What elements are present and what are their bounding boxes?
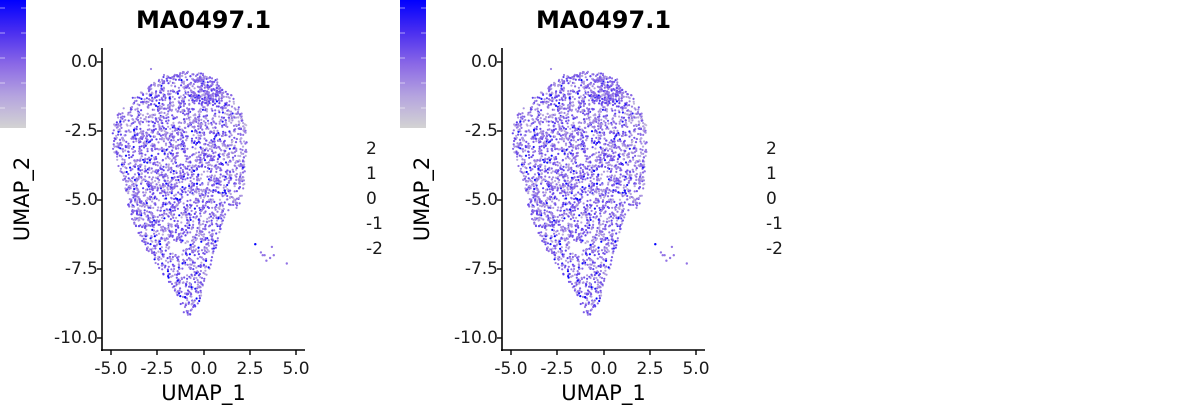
scatter-points: [511, 67, 688, 316]
y-axis-ticks: [497, 61, 502, 339]
x-tick-label: -5.0: [494, 359, 528, 379]
y-tick-label: -2.5: [464, 121, 498, 141]
colorbar-tick-label: 1: [766, 164, 777, 184]
x-tick-label: 0.0: [590, 359, 618, 379]
y-tick-label: -10.0: [54, 328, 98, 348]
x-tick-label: 2.5: [636, 359, 664, 379]
feature-plot-panel-1: MA0497.1 UMAP_2 UMAP_1 0.0 -2.5 -5.0 -7.…: [0, 0, 400, 420]
colorbar-tick-label: -1: [766, 214, 783, 234]
colorbar-tick-label: 2: [366, 139, 377, 159]
x-tick-label: -2.5: [140, 359, 174, 379]
plot-title: MA0497.1: [535, 6, 672, 34]
colorbar: [400, 0, 426, 128]
y-axis-label-text: UMAP_2: [410, 156, 434, 242]
scatter-points: [111, 67, 288, 316]
y-tick-label: -5.0: [64, 190, 98, 210]
colorbar-tick-label: 0: [366, 189, 377, 209]
y-tick-label: 0.0: [70, 52, 98, 72]
y-tick-label: -2.5: [64, 121, 98, 141]
plot-canvas: [497, 48, 705, 355]
x-tick-label: -2.5: [540, 359, 574, 379]
x-axis-ticks: [110, 350, 297, 355]
colorbar-tick-label: -1: [366, 214, 383, 234]
x-axis-ticks: [510, 350, 697, 355]
y-axis-label-text: UMAP_2: [10, 156, 34, 242]
x-axis-label: UMAP_1: [161, 381, 246, 405]
x-axis-label: UMAP_1: [561, 381, 646, 405]
y-axis-ticks: [97, 61, 102, 339]
feature-plot-panel-2: MA0497.1 UMAP_2 UMAP_1 0.0 -2.5 -5.0 -7.…: [400, 0, 800, 420]
plot-canvas: [97, 48, 305, 355]
y-tick-label: 0.0: [470, 52, 498, 72]
x-tick-label: 2.5: [236, 359, 264, 379]
plot-title: MA0497.1: [135, 6, 272, 34]
colorbar-tick-label: 1: [366, 164, 377, 184]
x-tick-label: 0.0: [190, 359, 218, 379]
colorbar-tick-label: -2: [766, 239, 783, 259]
y-tick-label: -7.5: [464, 259, 498, 279]
y-tick-label: -5.0: [464, 190, 498, 210]
colorbar-tick-label: 2: [766, 139, 777, 159]
x-tick-label: 5.0: [682, 359, 710, 379]
y-tick-label: -7.5: [64, 259, 98, 279]
x-tick-label: -5.0: [94, 359, 128, 379]
colorbar-tick-label: 0: [766, 189, 777, 209]
x-tick-label: 5.0: [282, 359, 310, 379]
colorbar-tick-label: -2: [366, 239, 383, 259]
colorbar: [0, 0, 26, 128]
y-tick-label: -10.0: [454, 328, 498, 348]
